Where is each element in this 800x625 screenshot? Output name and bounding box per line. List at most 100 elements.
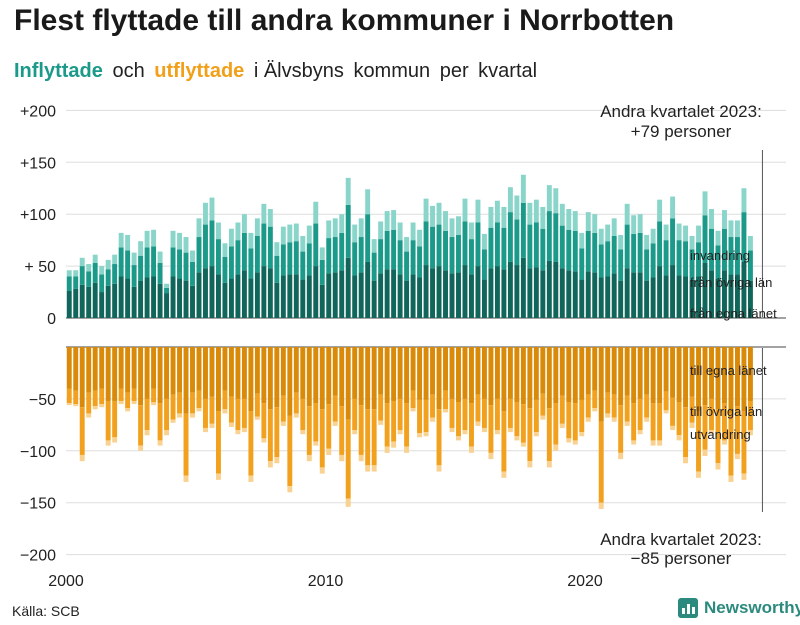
bar-out-ovriga [585, 394, 591, 418]
bar-in-egna [293, 274, 299, 318]
bar-in-ovriga [469, 239, 474, 275]
bar-in-invandring [475, 199, 481, 223]
bar-out-utvandring [177, 413, 182, 418]
bar-out-utvandring [741, 473, 747, 480]
bar-out-ovriga [637, 398, 643, 431]
bar-out-utvandring [631, 440, 637, 445]
bar-in-ovriga [267, 226, 273, 269]
bar-out-egna [683, 347, 689, 408]
bar-out-utvandring [488, 452, 494, 460]
bar-out-utvandring [118, 400, 124, 405]
bar-out-utvandring [261, 438, 267, 443]
bar-in-ovriga [462, 221, 468, 266]
bar-out-ovriga [624, 395, 630, 422]
bar-out-utvandring [436, 465, 442, 472]
bar-in-ovriga [715, 245, 721, 279]
bar-in-ovriga [112, 264, 118, 284]
bar-in-invandring [164, 283, 170, 288]
x-tick-label: 2020 [567, 573, 603, 590]
bar-in-egna [715, 278, 721, 318]
bar-in-egna [404, 280, 410, 318]
bar-in-egna [475, 266, 481, 318]
bar-in-ovriga [611, 235, 617, 274]
bar-in-egna [306, 275, 312, 318]
bar-out-egna [715, 347, 721, 410]
bar-out-utvandring [235, 430, 241, 435]
bar-out-utvandring [371, 465, 377, 472]
bar-in-invandring [598, 228, 604, 245]
bar-out-utvandring [306, 454, 312, 462]
bar-in-ovriga [79, 266, 85, 285]
bar-out-egna [306, 347, 312, 407]
bar-out-ovriga [417, 399, 423, 434]
bar-in-ovriga [332, 237, 338, 273]
bar-in-egna [546, 260, 552, 318]
bar-in-invandring [267, 209, 273, 227]
bar-out-egna [462, 347, 468, 399]
bar-in-ovriga [164, 287, 170, 294]
bar-in-egna [611, 273, 617, 318]
bar-out-egna [267, 347, 273, 410]
bar-in-egna [657, 266, 663, 318]
bar-in-ovriga [559, 225, 565, 269]
bar-out-egna [533, 347, 539, 400]
bar-in-ovriga [280, 244, 286, 276]
bar-in-invandring [241, 214, 247, 233]
bar-in-egna [676, 275, 682, 318]
bar-out-egna [469, 347, 474, 404]
bar-in-ovriga [553, 213, 559, 262]
bar-out-egna [183, 347, 189, 414]
bar-out-utvandring [494, 430, 500, 435]
bar-in-invandring [228, 228, 234, 247]
label-till-egna-lanet: till egna länet [690, 363, 767, 378]
bar-out-egna [170, 347, 176, 395]
bar-in-ovriga [209, 220, 215, 267]
bar-in-ovriga [274, 255, 280, 283]
bar-out-utvandring [533, 432, 539, 437]
bar-out-utvandring [92, 406, 98, 410]
bar-out-ovriga [222, 390, 228, 410]
bar-in-ovriga [546, 211, 552, 261]
bar-in-ovriga [417, 246, 423, 278]
bar-in-egna [261, 266, 267, 318]
bar-out-utvandring [462, 430, 468, 435]
bar-out-ovriga [605, 392, 611, 414]
bar-in-egna [319, 284, 325, 318]
bar-in-ovriga [222, 256, 228, 283]
bar-in-ovriga [203, 224, 208, 269]
bar-out-utvandring [151, 402, 157, 406]
bar-out-utvandring [728, 475, 734, 482]
bar-out-ovriga [164, 398, 170, 431]
bar-in-ovriga [287, 242, 293, 275]
bar-out-ovriga [631, 403, 637, 441]
bar-out-utvandring [157, 440, 163, 446]
bar-out-ovriga [235, 398, 241, 431]
bar-out-ovriga [209, 396, 215, 424]
bar-out-ovriga [86, 392, 92, 414]
bar-in-invandring [332, 218, 338, 238]
bar-out-ovriga [378, 394, 384, 421]
bar-in-invandring [488, 206, 494, 228]
bar-in-invandring [138, 241, 144, 256]
bar-out-ovriga [170, 394, 176, 420]
bar-out-egna [734, 347, 740, 407]
bar-in-invandring [624, 203, 630, 225]
bar-out-ovriga [66, 388, 72, 404]
bar-in-ovriga [741, 212, 747, 262]
chart-title: Flest flyttade till andra kommuner i Nor… [14, 4, 675, 37]
bar-out-ovriga [501, 411, 507, 472]
bar-out-egna [293, 347, 299, 393]
bar-out-ovriga [352, 398, 358, 431]
bar-in-invandring [319, 247, 325, 260]
bar-in-egna [631, 272, 637, 318]
bar-in-egna [118, 276, 124, 318]
bar-in-egna [507, 261, 513, 318]
bar-in-invandring [280, 226, 286, 245]
bar-in-ovriga [657, 221, 663, 267]
bar-in-invandring [663, 224, 669, 241]
bar-in-ovriga [734, 237, 740, 275]
bar-out-utvandring [280, 421, 286, 426]
bar-in-egna [410, 274, 416, 318]
bar-in-ovriga [637, 232, 643, 273]
